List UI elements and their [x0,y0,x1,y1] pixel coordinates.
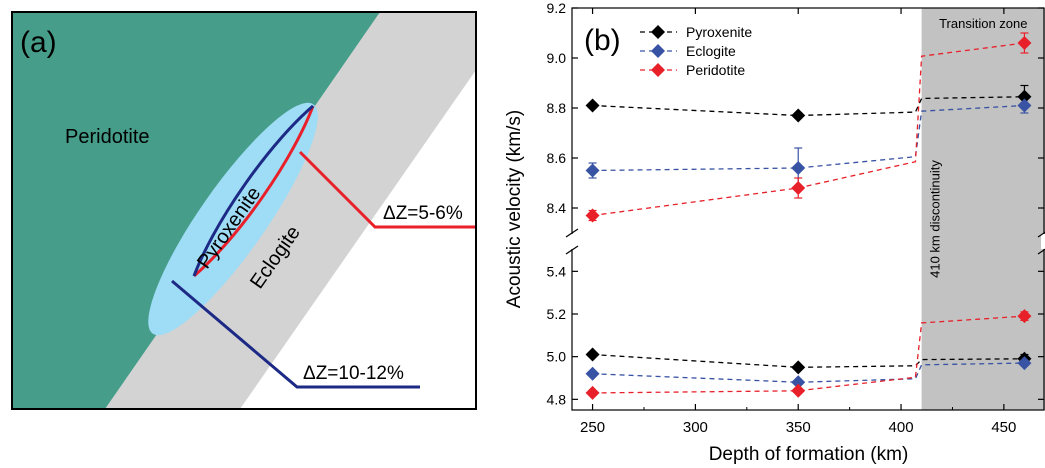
axis-break-slash [565,245,579,255]
data-point-marker [791,181,806,195]
data-point-marker [791,108,806,123]
data-points [585,36,1032,400]
legend-label: Peridotite [686,62,745,78]
y-tick-label: 4.8 [547,391,567,407]
x-tick-label: 450 [991,419,1016,436]
y-tick-label: 5.4 [547,263,567,279]
panel-b-frame [571,7,1045,411]
axis-break-marks [565,228,1045,255]
y-tick-label: 5.0 [547,349,567,365]
x-tick-label: 350 [786,419,811,436]
x-tick-label: 300 [683,419,708,436]
axis-break-slash [565,228,579,238]
axis-break-gap [569,234,575,249]
eclogite-dz-leader [298,150,476,229]
y-axis-title: Acoustic velocity (km/s) [504,110,525,308]
panel-b-label: (b) [584,24,621,57]
pyroxenite-ellipse [148,102,318,336]
series-line-pyroxenite [592,96,1025,117]
legend-label: Pyroxenite [686,24,752,40]
data-point-marker [651,25,665,39]
data-point-marker [651,63,665,77]
data-point-marker [1017,309,1032,324]
y-tick-label: 9.2 [547,0,567,16]
pyroxenite-dz-annotation: ΔZ=10-12% [303,363,404,384]
data-point-marker [651,44,665,58]
panel-a-label: (a) [20,26,57,59]
data-point-marker [1017,98,1032,113]
series-dashed-lines [592,42,1025,394]
x-tick-label: 250 [580,419,605,436]
data-point-marker [791,383,806,398]
series-line-pyroxenite [592,353,1025,368]
data-point-marker [1017,36,1032,50]
pyroxenite-dz-leader [171,279,420,389]
series-line-eclogite [592,104,1025,172]
panel-a-frame [11,11,477,410]
data-point-marker [791,375,806,390]
data-point-marker [1017,356,1032,371]
series-line-peridotite [592,42,1025,217]
data-point-marker [585,385,600,400]
y-tick-label: 8.8 [547,100,567,116]
x-tick-label: 400 [889,419,914,436]
data-point-marker [585,347,600,362]
panel-b: 250 300 350 400 450 8.4 8.6 8.8 9.0 9.2 4.8 5.0 5.2… [504,0,1045,465]
data-point-marker [1017,89,1032,104]
transition-zone-label: Transition zone [939,16,1027,31]
eclogite-boundary-line [193,105,315,278]
transition-zone-shading [921,8,1045,410]
series-line-peridotite [592,315,1025,394]
data-point-marker [585,163,600,178]
y-tick-label: 8.4 [547,200,567,216]
data-point-marker [585,98,600,113]
data-point-marker [585,366,600,381]
data-point-marker [585,208,600,223]
panel-a: (a) Peridotite Pyroxenite Eclogite ΔZ=5-… [11,11,477,410]
x-axis-ticks: 250 300 350 400 450 [580,8,1016,436]
axis-break-slash [1037,231,1045,238]
discontinuity-label: 410 km discontinuity [928,160,943,278]
data-point-marker [791,161,806,175]
y-tick-label: 5.2 [547,306,567,322]
y-axis-ticks: 8.4 8.6 8.8 9.0 9.2 4.8 5.0 5.2 5.4 [547,0,1044,407]
y-tick-label: 9.0 [547,50,567,66]
axis-break-slash [1037,248,1045,255]
peridotite-label: Peridotite [65,126,150,148]
y-tick-label: 8.6 [547,150,567,166]
axis-break-gap [1041,234,1045,249]
data-point-marker [791,360,806,375]
legend-label: Eclogite [686,43,736,59]
x-axis-title: Depth of formation (km) [709,444,909,465]
series-line-eclogite [592,362,1025,383]
pyroxenite-boundary-line [192,104,314,277]
eclogite-dz-annotation: ΔZ=5-6% [383,203,463,224]
legend: Pyroxenite Eclogite Peridotite [640,24,752,78]
